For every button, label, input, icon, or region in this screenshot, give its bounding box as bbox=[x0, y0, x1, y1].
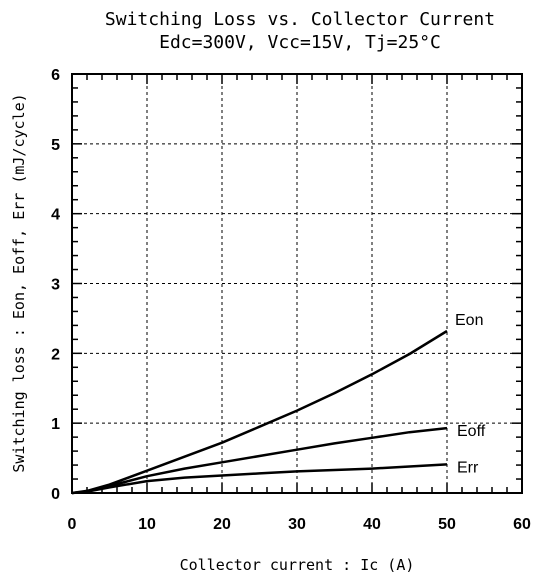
y-tick-label: 3 bbox=[51, 277, 60, 294]
grid-lines bbox=[72, 74, 522, 493]
x-tick-label: 50 bbox=[438, 516, 456, 533]
plot-frame bbox=[71, 73, 523, 494]
series-lines bbox=[71, 329, 448, 495]
x-tick-label: 10 bbox=[138, 516, 156, 533]
y-tick-label: 5 bbox=[51, 137, 60, 154]
series-label-err: Err bbox=[457, 459, 479, 476]
x-tick-label: 20 bbox=[213, 516, 231, 533]
x-tick-label: 0 bbox=[68, 516, 77, 533]
chart-subtitle: Edc=300V, Vcc=15V, Tj=25°C bbox=[159, 32, 441, 53]
x-tick-label: 60 bbox=[513, 516, 531, 533]
y-tick-label: 1 bbox=[51, 416, 60, 433]
x-tick-label: 40 bbox=[363, 516, 381, 533]
series-line-err bbox=[71, 463, 448, 495]
series-label-eoff: Eoff bbox=[457, 423, 486, 440]
y-tick-label: 0 bbox=[51, 486, 60, 503]
chart-title: Switching Loss vs. Collector Current bbox=[105, 9, 495, 30]
tick-labels: 0 10 20 30 40 50 60 0 1 2 3 4 5 6 Eon Eoff Err bbox=[51, 67, 531, 533]
x-axis-label: Collector current : Ic (A) bbox=[180, 556, 415, 574]
y-tick-label: 2 bbox=[51, 346, 60, 363]
series-label-eon: Eon bbox=[455, 312, 483, 329]
y-tick-label: 6 bbox=[51, 67, 60, 84]
y-axis-label: Switching loss : Eon, Eoff, Err (mJ/cycl… bbox=[10, 93, 28, 472]
y-tick-label: 4 bbox=[51, 207, 60, 224]
x-tick-label: 30 bbox=[288, 516, 306, 533]
